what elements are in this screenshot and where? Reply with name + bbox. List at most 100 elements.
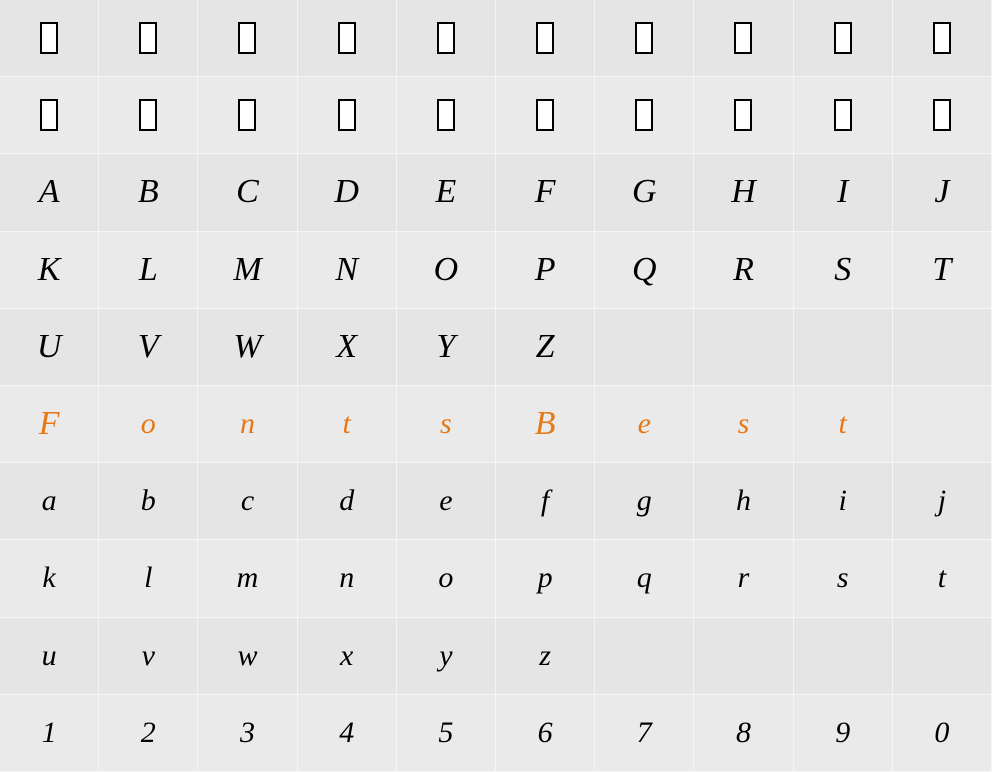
char-cell[interactable]: y (397, 618, 496, 695)
char-cell[interactable] (496, 0, 595, 77)
char-cell[interactable]: 3 (198, 695, 297, 772)
char-cell[interactable] (893, 309, 992, 386)
char-cell[interactable] (694, 618, 793, 695)
char-cell[interactable]: v (99, 618, 198, 695)
char-cell[interactable]: O (397, 232, 496, 309)
char-cell[interactable]: 0 (893, 695, 992, 772)
char-cell[interactable]: t (893, 540, 992, 617)
char-cell[interactable]: s (694, 386, 793, 463)
char-cell[interactable]: L (99, 232, 198, 309)
char-cell[interactable]: z (496, 618, 595, 695)
char-cell[interactable]: w (198, 618, 297, 695)
char-cell[interactable] (298, 0, 397, 77)
char-cell[interactable]: 1 (0, 695, 99, 772)
char-cell[interactable] (694, 77, 793, 154)
char-cell[interactable]: k (0, 540, 99, 617)
char-cell[interactable]: 5 (397, 695, 496, 772)
char-cell[interactable] (0, 77, 99, 154)
char-cell[interactable]: V (99, 309, 198, 386)
char-cell[interactable]: 6 (496, 695, 595, 772)
char-cell[interactable]: q (595, 540, 694, 617)
char-cell[interactable]: u (0, 618, 99, 695)
char-cell[interactable]: l (99, 540, 198, 617)
char-cell[interactable]: W (198, 309, 297, 386)
char-cell[interactable] (198, 0, 297, 77)
char-cell[interactable]: A (0, 154, 99, 231)
char-cell[interactable] (794, 618, 893, 695)
char-cell[interactable]: h (694, 463, 793, 540)
char-cell[interactable]: 2 (99, 695, 198, 772)
char-cell[interactable]: J (893, 154, 992, 231)
char-cell[interactable]: t (298, 386, 397, 463)
char-cell[interactable]: n (198, 386, 297, 463)
char-cell[interactable] (694, 0, 793, 77)
char-cell[interactable]: 9 (794, 695, 893, 772)
char-cell[interactable]: 8 (694, 695, 793, 772)
char-cell[interactable]: r (694, 540, 793, 617)
char-cell[interactable] (496, 77, 595, 154)
char-cell[interactable] (893, 0, 992, 77)
char-cell[interactable] (794, 77, 893, 154)
char-cell[interactable]: a (0, 463, 99, 540)
char-cell[interactable]: m (198, 540, 297, 617)
char-cell[interactable]: B (496, 386, 595, 463)
char-cell[interactable] (794, 309, 893, 386)
char-cell[interactable]: e (595, 386, 694, 463)
char-cell[interactable]: c (198, 463, 297, 540)
char-cell[interactable] (298, 77, 397, 154)
char-cell[interactable]: i (794, 463, 893, 540)
char-cell[interactable]: s (794, 540, 893, 617)
char-cell[interactable] (595, 618, 694, 695)
char-cell[interactable]: f (496, 463, 595, 540)
char-cell[interactable]: D (298, 154, 397, 231)
char-cell[interactable]: H (694, 154, 793, 231)
char-cell[interactable]: p (496, 540, 595, 617)
char-cell[interactable]: 7 (595, 695, 694, 772)
char-cell[interactable]: Y (397, 309, 496, 386)
char-cell[interactable]: o (397, 540, 496, 617)
char-cell[interactable]: g (595, 463, 694, 540)
char-cell[interactable]: Q (595, 232, 694, 309)
char-cell[interactable] (0, 0, 99, 77)
char-cell[interactable] (99, 77, 198, 154)
char-cell[interactable]: t (794, 386, 893, 463)
char-cell[interactable]: 4 (298, 695, 397, 772)
char-cell[interactable]: T (893, 232, 992, 309)
char-cell[interactable]: N (298, 232, 397, 309)
char-cell[interactable]: I (794, 154, 893, 231)
char-cell[interactable]: b (99, 463, 198, 540)
char-cell[interactable]: C (198, 154, 297, 231)
char-cell[interactable] (99, 0, 198, 77)
char-cell[interactable] (595, 77, 694, 154)
char-cell[interactable] (893, 77, 992, 154)
char-cell[interactable] (794, 0, 893, 77)
char-cell[interactable]: U (0, 309, 99, 386)
char-cell[interactable] (694, 309, 793, 386)
char-cell[interactable]: Z (496, 309, 595, 386)
char-cell[interactable]: s (397, 386, 496, 463)
char-cell[interactable]: S (794, 232, 893, 309)
char-cell[interactable]: o (99, 386, 198, 463)
char-cell[interactable]: R (694, 232, 793, 309)
char-cell[interactable] (397, 0, 496, 77)
char-cell[interactable]: X (298, 309, 397, 386)
char-cell[interactable]: j (893, 463, 992, 540)
char-cell[interactable]: M (198, 232, 297, 309)
char-cell[interactable] (397, 77, 496, 154)
char-cell[interactable]: K (0, 232, 99, 309)
char-cell[interactable] (595, 309, 694, 386)
char-cell[interactable] (893, 618, 992, 695)
char-cell[interactable]: P (496, 232, 595, 309)
char-cell[interactable]: n (298, 540, 397, 617)
char-cell[interactable]: x (298, 618, 397, 695)
char-cell[interactable]: B (99, 154, 198, 231)
char-cell[interactable]: F (0, 386, 99, 463)
char-cell[interactable] (893, 386, 992, 463)
char-cell[interactable]: d (298, 463, 397, 540)
char-cell[interactable] (595, 0, 694, 77)
char-cell[interactable]: G (595, 154, 694, 231)
char-cell[interactable]: F (496, 154, 595, 231)
char-cell[interactable] (198, 77, 297, 154)
char-cell[interactable]: e (397, 463, 496, 540)
char-cell[interactable]: E (397, 154, 496, 231)
